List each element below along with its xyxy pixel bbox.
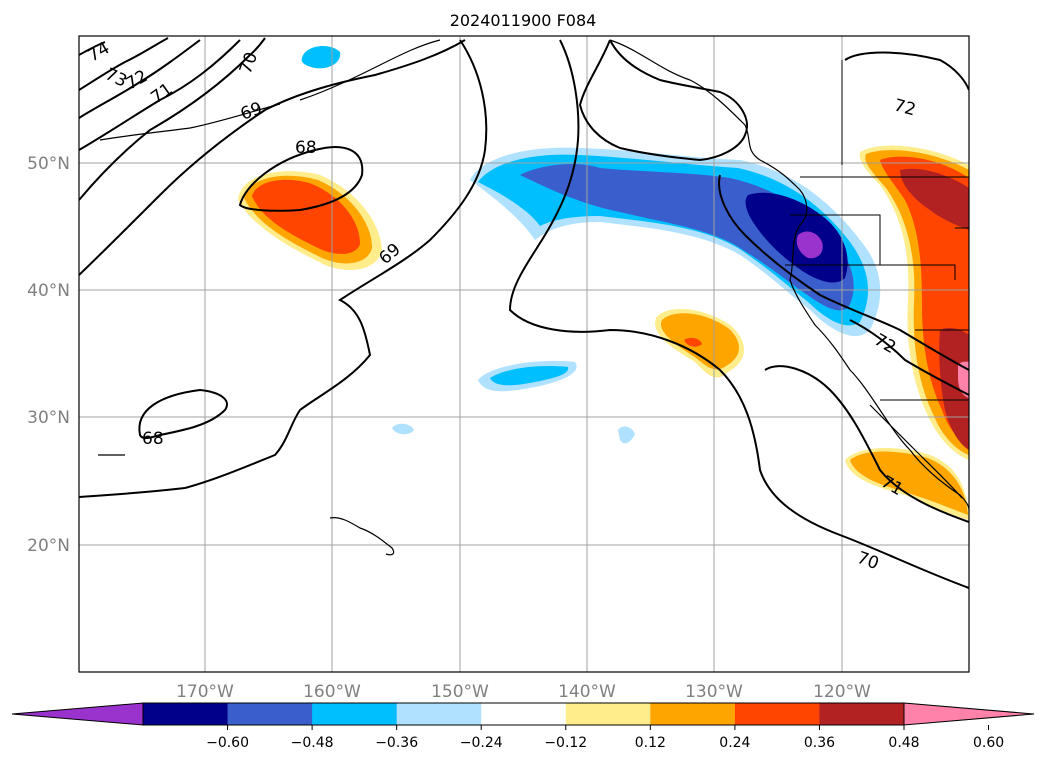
contour-69-west	[79, 39, 466, 276]
negative-anomaly-core	[745, 192, 848, 283]
contour-72-east	[844, 51, 969, 91]
map-background	[79, 36, 969, 672]
contour-72-west	[79, 39, 201, 119]
colorbar-extend-min	[11, 702, 144, 726]
longitude-label: 150°W	[431, 682, 489, 702]
colorbar-tick-label: −0.60	[206, 735, 249, 751]
positive-anomaly-west-core	[252, 179, 360, 254]
colorbar-segment	[481, 703, 567, 725]
north-america-coast	[609, 39, 969, 511]
colorbar-frame	[142, 702, 905, 726]
colorbar-tick-label: −0.48	[291, 735, 334, 751]
state-border-2	[785, 264, 956, 280]
colorbar-tick-label: 0.24	[719, 735, 750, 751]
positive-anomaly-subtropical-core	[684, 337, 702, 347]
contour-68-south	[138, 388, 228, 439]
latitude-label: 30°N	[27, 408, 70, 428]
contour-71-east	[718, 174, 969, 371]
colorbar-tick-label: −0.24	[460, 735, 503, 751]
aleutian-chain	[99, 103, 281, 141]
longitude-label: 140°W	[558, 682, 616, 702]
colorbar-segments	[143, 703, 905, 725]
state-border-4	[955, 227, 969, 278]
negative-anomaly-peak	[796, 231, 823, 259]
alaska-coast	[299, 39, 441, 101]
latitude-label: 20°N	[27, 536, 70, 556]
contour-73	[79, 37, 169, 91]
positive-anomaly-interior-pink	[958, 361, 969, 398]
map-area: 74 73 72 71 70 69 68 69 68 72 72 71 70	[79, 36, 969, 672]
gridlines	[79, 36, 969, 672]
latitude-label: 50°N	[27, 154, 70, 174]
contour-71-south	[764, 365, 969, 523]
contour-71-west	[79, 39, 241, 151]
colorbar-segment	[143, 703, 229, 725]
latitude-labels: 50°N 40°N 30°N 20°N	[27, 154, 70, 556]
colorbar-segment	[312, 703, 398, 725]
longitude-labels: 170°W 160°W 150°W 140°W 130°W 120°W	[176, 682, 871, 702]
negative-anomaly-small	[618, 426, 635, 444]
longitude-label: 170°W	[176, 682, 234, 702]
colorbar-segment	[650, 703, 736, 725]
hawaii-islands	[329, 517, 395, 556]
negative-anomaly-hawaii-north	[392, 423, 414, 435]
anomaly-shading	[238, 46, 969, 520]
negative-anomaly-aleutian	[301, 46, 341, 69]
colorbar-segment	[227, 703, 313, 725]
colorbar-tick-label: 0.60	[973, 735, 1004, 751]
colorbar-segment	[396, 703, 482, 725]
coastlines	[98, 39, 969, 556]
positive-anomaly-interior-darkred-north	[900, 168, 969, 230]
colorbar-tick-label: 0.36	[804, 735, 835, 751]
colorbar-ticks: −0.60 −0.48 −0.36 −0.24 −0.12 0.12 0.24 0.36 0.4…	[206, 725, 1004, 751]
colorbar-tick-label: −0.36	[375, 735, 418, 751]
contour-70-central	[578, 39, 748, 162]
contour-70-west	[79, 37, 266, 201]
colorbar-segment	[734, 703, 820, 725]
longitude-label: 160°W	[303, 682, 361, 702]
colorbar-segment	[565, 703, 651, 725]
contour-label: 68	[142, 429, 164, 449]
contour-69-central	[79, 39, 488, 498]
colorbar: −0.60 −0.48 −0.36 −0.24 −0.12 0.12 0.24 0.36 0.4…	[11, 702, 1035, 751]
borders	[785, 60, 969, 401]
contour-70-main	[508, 39, 969, 589]
colorbar-tick-label: 0.12	[635, 735, 666, 751]
colorbar-extend-max	[903, 702, 1035, 726]
height-contours	[79, 37, 969, 589]
latitude-label: 40°N	[27, 281, 70, 301]
baja-peninsula	[869, 404, 963, 499]
map-title: 2024011900 F084	[450, 11, 597, 30]
colorbar-tick-label: 0.48	[888, 735, 919, 751]
contour-72-southeast	[849, 319, 969, 396]
colorbar-segment	[819, 703, 905, 725]
longitude-label: 130°W	[685, 682, 743, 702]
longitude-label: 120°W	[813, 682, 871, 702]
contour-label: 68	[295, 138, 317, 158]
map-frame	[78, 35, 970, 673]
contour-74	[79, 41, 106, 56]
contour-68-north	[238, 146, 364, 212]
state-border-1	[790, 214, 881, 265]
colorbar-tick-label: −0.12	[544, 735, 587, 751]
negative-anomaly-central-core	[490, 366, 569, 386]
